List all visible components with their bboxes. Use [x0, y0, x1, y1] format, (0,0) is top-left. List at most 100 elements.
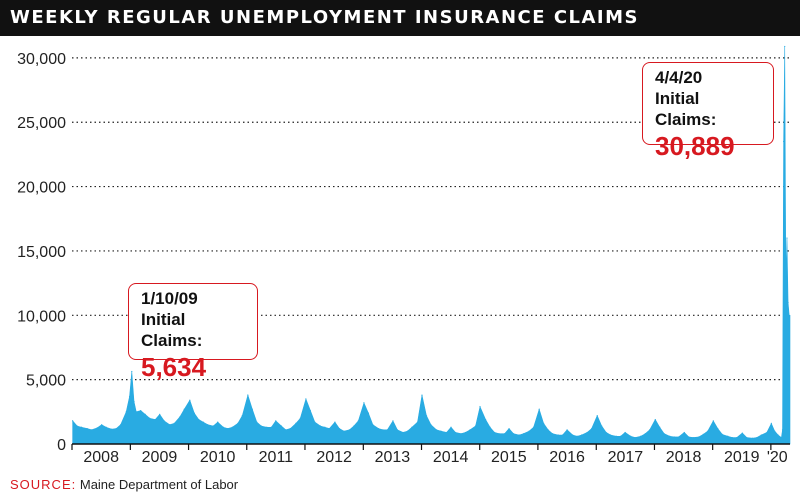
- data-point: [353, 425, 355, 427]
- data-point: [721, 433, 723, 435]
- data-point: [202, 421, 204, 423]
- data-point: [299, 417, 301, 419]
- data-point: [785, 276, 787, 278]
- x-tick-label: '20: [767, 449, 788, 466]
- data-point: [133, 400, 135, 403]
- data-point: [503, 433, 506, 435]
- source-text: Maine Department of Labor: [79, 477, 239, 492]
- y-axis-ticks: 0 5,000 10,000 15,000 20,000 25,000 30,000: [17, 51, 66, 454]
- data-point: [736, 436, 738, 439]
- data-point: [566, 429, 568, 431]
- data-point: [783, 140, 785, 143]
- data-point: [319, 425, 322, 427]
- data-point: [474, 425, 477, 427]
- data-point: [140, 409, 142, 412]
- data-point: [406, 430, 409, 432]
- data-point: [435, 429, 438, 431]
- data-point: [717, 427, 719, 430]
- data-point: [377, 427, 380, 430]
- data-point: [396, 429, 399, 431]
- data-point: [615, 435, 617, 437]
- data-point: [367, 412, 370, 414]
- data-point: [770, 422, 772, 425]
- data-point: [183, 408, 185, 410]
- data-point: [314, 421, 316, 423]
- data-point: [756, 436, 758, 439]
- data-point: [450, 426, 452, 428]
- data-point: [289, 427, 291, 430]
- data-point: [280, 425, 282, 427]
- data-point: [305, 398, 307, 400]
- data-point: [787, 301, 789, 304]
- y-tick-label: 0: [57, 437, 66, 454]
- data-point: [169, 424, 171, 426]
- data-point: [562, 434, 564, 436]
- data-point: [416, 421, 419, 423]
- data-point: [328, 427, 330, 430]
- data-point: [746, 436, 748, 439]
- callout-date: 1/10/09: [141, 289, 198, 308]
- data-point: [135, 411, 137, 413]
- data-point: [581, 434, 583, 436]
- data-point: [445, 431, 448, 434]
- data-point: [731, 436, 733, 439]
- data-point: [159, 413, 161, 415]
- data-point: [512, 433, 515, 435]
- title-bar: WEEKLY REGULAR UNEMPLOYMENT INSURANCE CL…: [0, 0, 800, 36]
- data-point: [663, 433, 665, 435]
- data-point: [256, 421, 258, 423]
- data-point: [237, 422, 239, 425]
- data-point: [163, 420, 165, 422]
- x-tick-label: 2016: [549, 449, 585, 466]
- data-point: [766, 431, 768, 434]
- data-point: [489, 426, 491, 428]
- data-point: [231, 426, 233, 428]
- data-point: [780, 436, 782, 439]
- callout-2020-peak: 4/4/20 Initial Claims: 30,889: [642, 62, 774, 161]
- y-tick-label: 25,000: [17, 115, 66, 132]
- data-point: [430, 424, 432, 426]
- data-point: [464, 431, 467, 434]
- data-point: [207, 424, 209, 426]
- data-point: [372, 424, 374, 426]
- callout-value: 30,889: [655, 131, 735, 161]
- data-point: [251, 408, 253, 410]
- data-point: [80, 426, 83, 428]
- data-point: [774, 430, 776, 432]
- data-point: [654, 418, 656, 421]
- data-point: [649, 429, 651, 431]
- data-point: [601, 425, 603, 427]
- data-point: [538, 408, 540, 410]
- x-tick-label: 2010: [200, 449, 236, 466]
- data-point: [576, 435, 578, 437]
- data-point: [702, 433, 704, 435]
- data-point: [543, 422, 545, 425]
- x-axis-ticks: 2008 2009 2010 2011 2012 2013 2014 2015 2016 2017…: [71, 444, 788, 466]
- data-point: [101, 424, 103, 426]
- data-point: [688, 436, 690, 438]
- data-point: [222, 426, 224, 428]
- data-point: [777, 434, 779, 436]
- data-point: [698, 436, 700, 438]
- data-point: [620, 435, 622, 437]
- y-tick-label: 30,000: [17, 51, 66, 68]
- data-point: [270, 426, 272, 428]
- data-point: [76, 425, 78, 427]
- data-point: [149, 417, 151, 419]
- data-point: [247, 394, 249, 396]
- callout-value: 5,634: [141, 352, 207, 382]
- data-point: [712, 420, 714, 422]
- source-note: SOURCE: Maine Department of Labor: [10, 476, 238, 494]
- data-point: [72, 420, 74, 422]
- data-point: [572, 434, 574, 436]
- x-tick-label: 2012: [316, 449, 352, 466]
- chart-title: WEEKLY REGULAR UNEMPLOYMENT INSURANCE CL…: [10, 7, 640, 28]
- data-point: [760, 434, 762, 436]
- data-point: [692, 436, 694, 439]
- source-label: SOURCE:: [10, 477, 77, 492]
- data-point: [86, 427, 88, 430]
- data-point: [421, 394, 423, 396]
- data-point: [454, 431, 457, 434]
- data-point: [363, 402, 365, 404]
